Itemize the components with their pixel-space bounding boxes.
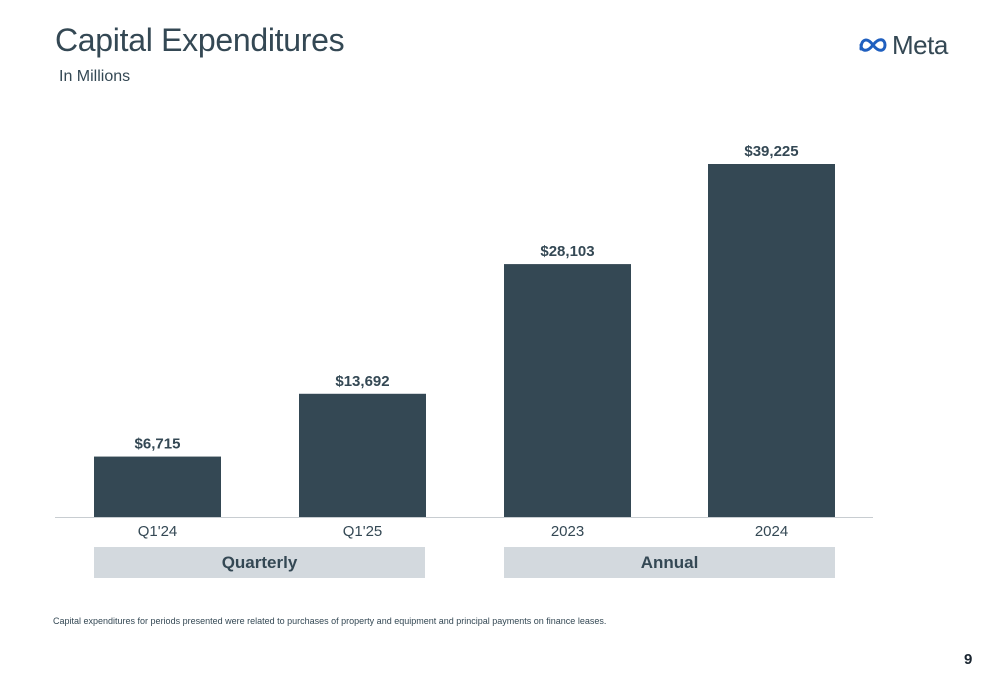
x-tick-label: Q1'25 — [343, 523, 383, 540]
meta-logo-text: Meta — [892, 29, 948, 60]
data-label: $28,103 — [540, 243, 594, 260]
meta-logo: Meta — [858, 30, 948, 60]
data-label: $39,225 — [744, 143, 798, 160]
bar-2023 — [504, 264, 631, 517]
bar-q125 — [299, 393, 426, 517]
capex-bar-chart: $6,715 Q1'24 $13,692 Q1'25 $28,103 2023 $39,22… — [55, 143, 873, 540]
page-title: Capital Expenditures — [55, 22, 345, 58]
page-subtitle: In Millions — [59, 68, 131, 85]
group-label-quarterly: Quarterly — [94, 547, 425, 578]
group-label-annual: Annual — [504, 547, 835, 578]
page-number: 9 — [964, 651, 973, 668]
x-tick-label: 2024 — [755, 523, 788, 540]
footnote: Capital expenditures for periods present… — [53, 616, 607, 626]
meta-infinity-icon — [859, 38, 887, 52]
x-tick-label: Q1'24 — [138, 523, 178, 540]
data-label: $13,692 — [335, 373, 389, 390]
bar-2024 — [708, 164, 835, 517]
data-label: $6,715 — [135, 436, 181, 453]
x-tick-label: 2023 — [551, 523, 584, 540]
bar-q124 — [94, 456, 221, 517]
